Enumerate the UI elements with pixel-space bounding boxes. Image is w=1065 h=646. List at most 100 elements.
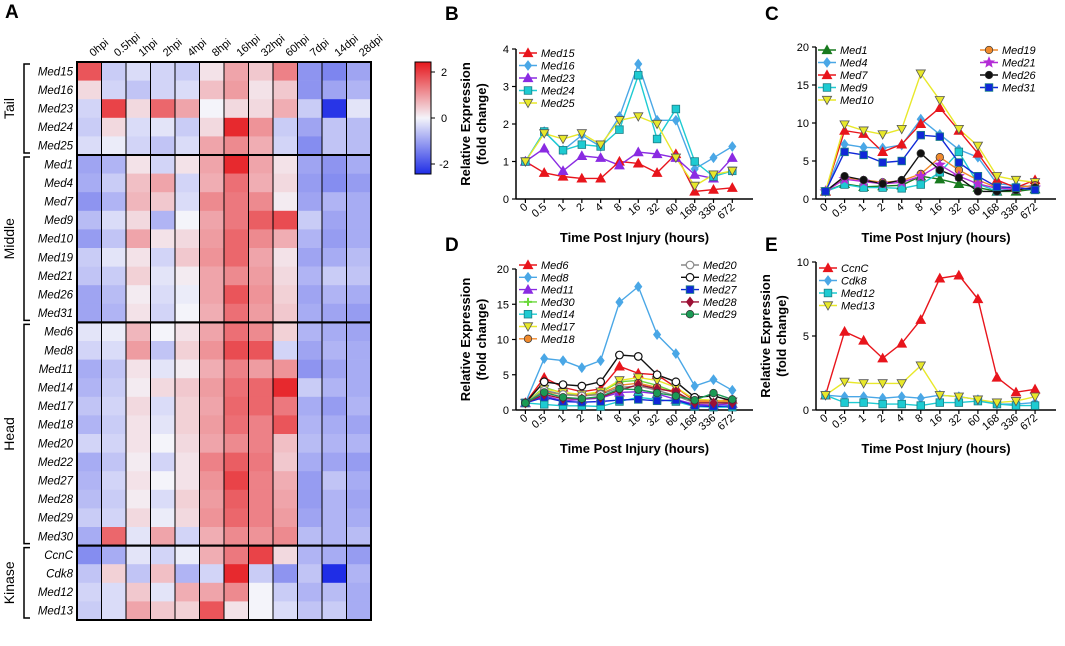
heatmap-cell	[150, 359, 176, 379]
heatmap-cell	[175, 266, 200, 286]
heatmap-cell	[199, 378, 225, 398]
data-point	[520, 157, 531, 167]
heatmap-cell	[175, 62, 200, 81]
y-tick-label: 4	[503, 44, 509, 56]
legend-marker	[982, 56, 996, 68]
heatmap-cell	[175, 545, 200, 565]
heatmap-cell	[346, 359, 372, 379]
legend-marker	[822, 262, 834, 273]
heatmap-cell	[322, 396, 347, 416]
heatmap-cell	[322, 582, 347, 602]
heatmap-cell	[346, 117, 372, 137]
data-point	[671, 104, 681, 114]
heatmap-cell	[150, 229, 176, 249]
data-point	[576, 129, 588, 139]
data-point	[859, 398, 868, 407]
heatmap-cell	[150, 415, 176, 435]
data-point	[916, 180, 925, 189]
x-tick-label: 336	[697, 412, 719, 433]
data-point	[634, 58, 643, 70]
heatmap-cell	[322, 378, 347, 398]
heatmap-cell	[175, 80, 200, 100]
heatmap-cell	[224, 471, 249, 491]
data-point	[558, 355, 568, 367]
heatmap-cell	[322, 210, 347, 230]
heatmap-cell	[150, 303, 176, 323]
heatmap-cell	[150, 173, 176, 193]
legend-label: Med7	[840, 70, 868, 82]
heatmap-cell	[224, 378, 249, 398]
heatmap-cell	[224, 359, 249, 379]
heatmap-cell	[175, 155, 200, 174]
data-point	[916, 130, 925, 140]
data-point	[689, 181, 700, 192]
legend-marker	[523, 309, 533, 319]
heatmap-cell	[248, 378, 274, 398]
heatmap-cell	[101, 285, 127, 305]
data-point	[577, 362, 586, 374]
heatmap-cell	[248, 80, 274, 100]
heatmap-cell	[175, 210, 200, 230]
heatmap-cell	[199, 117, 225, 137]
data-point	[897, 156, 906, 166]
y-tick-label: 3	[503, 82, 509, 94]
heatmap-cell	[322, 80, 347, 100]
heatmap-cell	[101, 341, 127, 360]
heatmap-cell	[199, 229, 225, 249]
heatmap-cell	[101, 452, 127, 472]
gene-label: Cdk8	[46, 569, 73, 581]
x-tick-label: 16	[928, 201, 945, 218]
legend-marker	[822, 301, 834, 311]
x-tick-label: 168	[678, 412, 700, 433]
data-point	[897, 175, 906, 185]
scale-label: 2	[441, 67, 447, 79]
heatmap-cell	[199, 173, 225, 193]
heatmap-cell	[322, 117, 347, 137]
gene-label: Med4	[44, 178, 73, 190]
scale-label: -2	[439, 159, 449, 171]
legend-marker	[685, 296, 695, 308]
data-point	[1011, 183, 1021, 192]
group-label: Middle	[1, 218, 17, 259]
x-tick-label: 32	[645, 201, 662, 218]
data-point	[709, 374, 718, 386]
heatmap-cell	[150, 564, 176, 584]
heatmap-cell	[273, 359, 298, 379]
heatmap-cell	[273, 545, 298, 565]
heatmap-cell	[273, 303, 298, 323]
heatmap-cell	[346, 378, 372, 398]
heatmap-cell	[224, 601, 249, 621]
heatmap-cell	[199, 341, 225, 360]
heatmap-cell	[248, 248, 274, 267]
data-point	[972, 141, 984, 152]
y-tick-label: 15	[797, 80, 809, 92]
data-point	[540, 400, 549, 409]
heatmap-cell	[224, 99, 249, 119]
data-point	[540, 353, 549, 364]
x-tick-label: 336	[999, 201, 1021, 222]
data-point	[877, 352, 889, 363]
data-point	[634, 281, 643, 293]
heatmap-cell	[346, 229, 372, 249]
data-point	[596, 355, 605, 367]
heatmap-cell	[273, 210, 298, 230]
heatmap-cell	[248, 564, 274, 584]
y-tick-label: 5	[503, 370, 509, 382]
legend-label: Med30	[541, 297, 576, 309]
data-point	[934, 102, 946, 112]
heatmap-cell	[322, 359, 347, 379]
heatmap-cell	[273, 341, 298, 360]
heatmap-cell	[199, 322, 225, 342]
y-axis-title: Relative Expression	[758, 274, 773, 398]
data-point	[877, 379, 888, 389]
heatmap-cell	[297, 192, 323, 212]
heatmap-cell	[346, 266, 372, 286]
gene-label: CcnC	[44, 550, 73, 562]
heatmap-cell	[150, 62, 176, 81]
x-tick-label: 60	[966, 412, 983, 429]
heatmap-cell	[150, 155, 176, 174]
heatmap-cell	[273, 285, 298, 305]
column-label: 16hpi	[234, 33, 262, 59]
legend-marker	[522, 283, 534, 294]
